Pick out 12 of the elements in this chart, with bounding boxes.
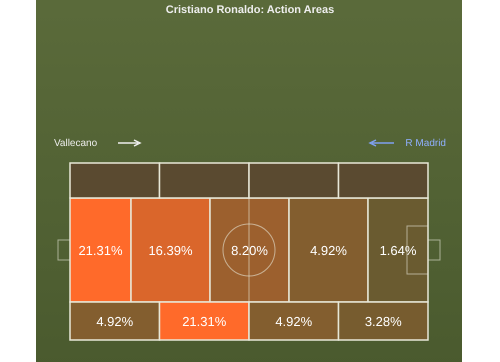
data-label: 1.64% xyxy=(380,243,417,258)
data-label: 4.92% xyxy=(310,243,348,258)
data-label: 4.92% xyxy=(96,314,134,329)
data-label: 8.20% xyxy=(231,243,268,258)
data-label: 21.31% xyxy=(182,314,227,329)
text: R Madrid xyxy=(405,138,446,149)
data-label: 3.28% xyxy=(364,314,402,329)
text: Cristiano Ronaldo: Action Areas xyxy=(166,4,334,16)
data-label: 4.92% xyxy=(275,314,313,329)
data-label: 16.39% xyxy=(148,243,193,258)
data-label: 21.31% xyxy=(78,243,123,258)
text: Vallecano xyxy=(54,138,98,149)
